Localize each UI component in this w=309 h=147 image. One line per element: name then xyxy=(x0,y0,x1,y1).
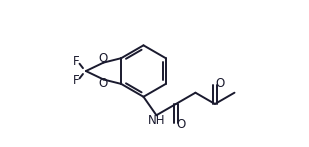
Text: O: O xyxy=(99,52,108,65)
Text: F: F xyxy=(73,55,80,68)
Text: O: O xyxy=(177,118,186,131)
Text: O: O xyxy=(216,77,225,90)
Text: NH: NH xyxy=(148,114,165,127)
Text: F: F xyxy=(73,74,80,87)
Text: O: O xyxy=(99,77,108,90)
